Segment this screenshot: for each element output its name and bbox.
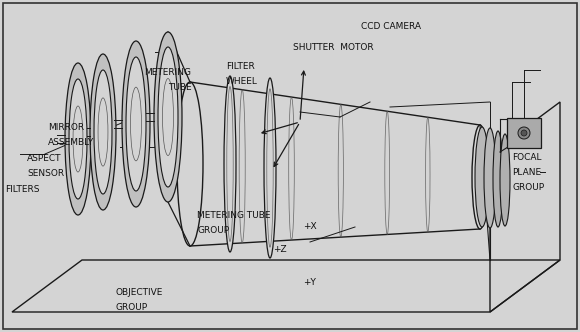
Ellipse shape — [472, 125, 488, 229]
Ellipse shape — [518, 127, 530, 139]
Ellipse shape — [475, 127, 489, 227]
Text: +Y: +Y — [303, 278, 316, 288]
Text: SHUTTER  MOTOR: SHUTTER MOTOR — [293, 42, 374, 52]
Ellipse shape — [65, 63, 91, 215]
Text: FOCAL: FOCAL — [512, 153, 542, 162]
Text: GROUP: GROUP — [512, 183, 544, 192]
Ellipse shape — [224, 76, 236, 252]
Text: WHEEL: WHEEL — [226, 77, 258, 86]
Text: OBJECTIVE: OBJECTIVE — [116, 288, 164, 297]
Ellipse shape — [493, 131, 503, 227]
Ellipse shape — [126, 57, 146, 191]
Ellipse shape — [264, 78, 276, 258]
Ellipse shape — [158, 47, 178, 187]
FancyBboxPatch shape — [507, 118, 541, 148]
Ellipse shape — [484, 128, 496, 228]
Text: PLANE: PLANE — [512, 168, 541, 177]
Text: ASPECT: ASPECT — [27, 154, 61, 163]
Text: GROUP: GROUP — [116, 302, 148, 312]
Text: +X: +X — [303, 222, 317, 231]
Ellipse shape — [521, 130, 527, 136]
Text: FILTER: FILTER — [226, 62, 255, 71]
Text: TUBE: TUBE — [168, 83, 191, 92]
Text: FILTERS: FILTERS — [5, 185, 39, 194]
Ellipse shape — [90, 54, 116, 210]
Ellipse shape — [69, 79, 87, 199]
Ellipse shape — [177, 82, 203, 246]
Text: SENSOR: SENSOR — [27, 169, 64, 178]
Ellipse shape — [94, 70, 112, 194]
Text: ASSEMBLY: ASSEMBLY — [48, 138, 95, 147]
Text: MIRROR: MIRROR — [48, 123, 84, 132]
Ellipse shape — [122, 41, 150, 207]
Text: +Z: +Z — [273, 245, 286, 254]
Text: GROUP: GROUP — [197, 225, 229, 235]
Ellipse shape — [500, 134, 510, 226]
Text: CCD CAMERA: CCD CAMERA — [361, 22, 420, 31]
Text: METERING TUBE: METERING TUBE — [197, 210, 271, 220]
Ellipse shape — [154, 32, 182, 202]
Text: METERING: METERING — [144, 68, 191, 77]
